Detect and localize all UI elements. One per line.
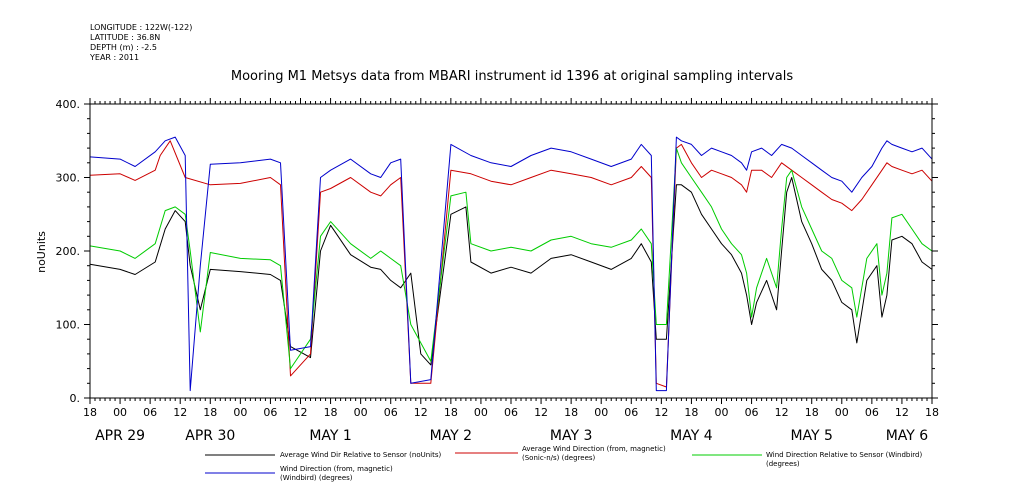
- x-day-label: MAY 6: [886, 428, 929, 444]
- legend: Average Wind Dir Relative to Sensor (noU…: [205, 445, 923, 482]
- legend-label-line: Wind Direction Relative to Sensor (Windb…: [766, 451, 923, 459]
- x-hour-label: 18: [805, 406, 819, 419]
- x-hour-label: 18: [83, 406, 97, 419]
- x-hour-label: 12: [895, 406, 909, 419]
- x-hour-label: 12: [534, 406, 548, 419]
- x-hour-label: 18: [925, 406, 939, 419]
- x-hour-label: 00: [835, 406, 849, 419]
- x-hour-label: 18: [324, 406, 338, 419]
- x-hour-label: 06: [504, 406, 518, 419]
- legend-label-1: Average Wind Dir Relative to Sensor (noU…: [280, 451, 441, 459]
- header-latitude: LATITUDE : 36.8N: [90, 33, 160, 42]
- legend-label-4: Wind Direction (from, magnetic) (Windbird…: [280, 465, 393, 482]
- series-line-4: [89, 136, 933, 392]
- x-hour-label: 00: [715, 406, 729, 419]
- legend-label-line: (Windbird) (degrees): [280, 474, 353, 482]
- x-hour-label: 18: [684, 406, 698, 419]
- header-info: LONGITUDE : 122W(-122) LATITUDE : 36.8N …: [89, 23, 192, 62]
- x-hour-label: 00: [594, 406, 608, 419]
- chart-title: Mooring M1 Metsys data from MBARI instru…: [231, 69, 793, 84]
- x-day-label: APR 29: [95, 428, 145, 444]
- x-hour-label: 00: [233, 406, 247, 419]
- x-hour-label: 06: [384, 406, 398, 419]
- header-depth: DEPTH (m) : -2.5: [90, 43, 157, 52]
- series-line-3: [89, 147, 933, 370]
- series-line-2: [89, 140, 933, 388]
- y-tick-label: 0.: [70, 392, 81, 405]
- x-hour-label: 06: [263, 406, 277, 419]
- x-hour-label: 06: [865, 406, 879, 419]
- x-hour-label: 12: [294, 406, 308, 419]
- x-day-label: MAY 4: [670, 428, 713, 444]
- x-labels-layer: 18 00 06 12 18 00 06 12 18 00 06 12 18 00 06 12 18 00 06 12…: [83, 406, 939, 444]
- series-line-1: [89, 177, 933, 366]
- x-day-label: MAY 2: [430, 428, 472, 444]
- y-axis-label: noUnits: [35, 231, 48, 273]
- x-day-label: MAY 3: [550, 428, 592, 444]
- ticks-layer: 0. 100. 200. 300. 400.: [56, 98, 938, 405]
- x-day-label: MAY 5: [790, 428, 832, 444]
- x-hour-label: 12: [775, 406, 789, 419]
- legend-label-line: Average Wind Dir Relative to Sensor (noU…: [280, 451, 441, 459]
- legend-label-line: (degrees): [766, 460, 800, 468]
- x-hour-label: 00: [474, 406, 488, 419]
- x-hour-label: 06: [624, 406, 638, 419]
- legend-label-line: Wind Direction (from, magnetic): [280, 465, 393, 473]
- y-tick-label: 300.: [56, 172, 81, 185]
- x-hour-label: 12: [414, 406, 428, 419]
- x-hour-label: 18: [564, 406, 578, 419]
- legend-label-line: (Sonic-n/s) (degrees): [522, 454, 596, 462]
- legend-label-2: Average Wind Direction (from, magnetic)(…: [522, 445, 666, 462]
- header-year: YEAR : 2011: [89, 53, 139, 62]
- x-hour-label: 00: [113, 406, 127, 419]
- y-tick-label: 100.: [56, 319, 81, 332]
- legend-label-line: Average Wind Direction (from, magnetic): [522, 445, 666, 453]
- y-tick-label: 400.: [56, 98, 81, 111]
- x-hour-label: 12: [173, 406, 187, 419]
- y-tick-label: 200.: [56, 245, 81, 258]
- x-day-label: APR 30: [185, 428, 235, 444]
- x-hour-label: 18: [203, 406, 217, 419]
- x-hour-label: 18: [444, 406, 458, 419]
- legend-label-3: Wind Direction Relative to Sensor (Windb…: [766, 451, 923, 468]
- series-layer: [89, 136, 933, 392]
- x-hour-label: 06: [143, 406, 157, 419]
- header-longitude: LONGITUDE : 122W(-122): [90, 23, 192, 32]
- x-hour-label: 06: [745, 406, 759, 419]
- plot-frame: [89, 103, 933, 399]
- x-hour-label: 00: [354, 406, 368, 419]
- x-hour-label: 12: [654, 406, 668, 419]
- x-day-label: MAY 1: [309, 428, 351, 444]
